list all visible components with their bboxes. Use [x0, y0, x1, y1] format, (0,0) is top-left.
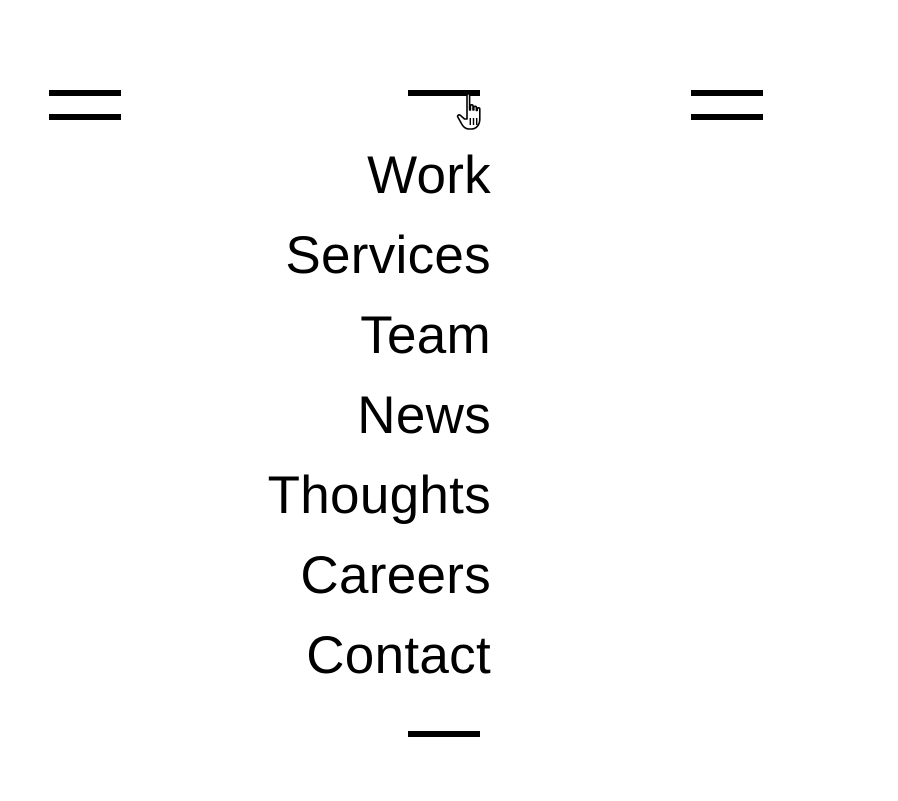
nav-link-services[interactable]: Services [285, 226, 491, 285]
menu-bottom-bar-icon [408, 731, 480, 737]
nav-link-news[interactable]: News [357, 386, 491, 445]
hand-pointer-cursor-icon [456, 93, 481, 130]
nav-item: News [268, 381, 491, 461]
nav-item: Contact [268, 621, 491, 701]
nav-link-work[interactable]: Work [367, 146, 491, 205]
menu-toggle-bar-icon[interactable] [408, 90, 480, 96]
hamburger-line-bottom [691, 114, 763, 120]
nav-item: Team [268, 301, 491, 381]
nav-item: Careers [268, 541, 491, 621]
hamburger-icon[interactable] [49, 90, 121, 124]
nav-link-careers[interactable]: Careers [300, 546, 491, 605]
hamburger-line-bottom [49, 114, 121, 120]
nav-item: Work [268, 141, 491, 221]
hamburger-line-top [49, 90, 121, 96]
hamburger-icon[interactable] [691, 90, 763, 124]
hamburger-line-top [691, 90, 763, 96]
nav-item: Thoughts [268, 461, 491, 541]
nav-link-thoughts[interactable]: Thoughts [267, 466, 491, 525]
nav-item: Services [268, 221, 491, 301]
nav-menu: Work Services Team News Thoughts Careers… [268, 141, 491, 701]
nav-link-contact[interactable]: Contact [306, 626, 491, 685]
nav-link-team[interactable]: Team [360, 306, 491, 365]
